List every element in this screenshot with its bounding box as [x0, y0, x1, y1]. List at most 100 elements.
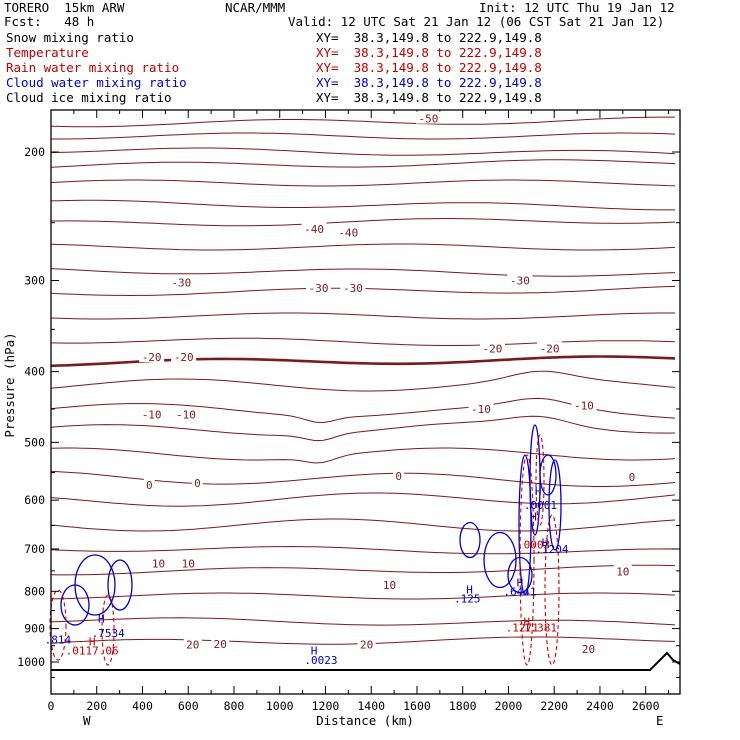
- x-tick-label: 2600: [632, 699, 660, 713]
- cloud-water-contour: [74, 554, 116, 616]
- x-tick-label: 1800: [449, 699, 477, 713]
- isotherm-label-bg: [179, 556, 198, 569]
- rain-water-contour: [519, 454, 535, 666]
- x-tick-label: 200: [86, 699, 107, 713]
- extremum-label: H: [89, 635, 96, 648]
- isotherm-label-bg: [479, 341, 505, 354]
- isotherm-line: [50, 470, 676, 487]
- y-tick-label: 300: [24, 273, 45, 287]
- isotherm-label-bg: [143, 477, 155, 490]
- isotherm-label-bg: [335, 225, 361, 238]
- isotherm-label: 20: [186, 639, 199, 652]
- isotherm-label-bg: [183, 637, 202, 650]
- x-tick-label: 1200: [312, 699, 340, 713]
- isotherm-line: [50, 312, 675, 320]
- extremum-label: H: [311, 645, 318, 658]
- x-tick-label: 2200: [540, 699, 568, 713]
- isotherm-label: -20: [142, 351, 162, 364]
- x-tick-label: 600: [178, 699, 199, 713]
- isotherm-label: -10: [176, 409, 196, 422]
- y-tick-label: 200: [24, 145, 45, 159]
- isotherm-label: -30: [309, 282, 329, 295]
- field-xy-temperature: XY= 38.3,149.8 to 222.9,149.8: [316, 45, 542, 60]
- cloud-water-contour: [60, 584, 90, 626]
- isotherm-label: 10: [152, 558, 165, 571]
- init-time: Init: 12 UTC Thu 19 Jan 12: [479, 0, 675, 15]
- isotherm-label: 0: [395, 470, 402, 483]
- isotherm-label: -30: [343, 282, 363, 295]
- isotherm-label: 0: [629, 471, 636, 484]
- isotherm-label: 0: [194, 477, 201, 490]
- isotherm-label: -20: [540, 343, 560, 356]
- org-label: NCAR/MMM: [225, 0, 286, 15]
- extremum-label: .125: [454, 592, 481, 605]
- isotherm-label: 20: [214, 638, 227, 651]
- isotherm-line: [50, 415, 676, 442]
- y-tick-label: 400: [24, 365, 45, 379]
- isotherm-label-bg: [301, 221, 327, 234]
- isotherm-line: [50, 592, 676, 600]
- extremum-label: .0117.06: [66, 645, 119, 658]
- y-axis-label: Pressure (hPa): [2, 332, 17, 437]
- isotherm-line: [50, 116, 675, 128]
- isotherm-label-bg: [393, 468, 405, 481]
- extremum-label: H: [466, 583, 473, 596]
- extremum-label: .814: [45, 634, 72, 647]
- field-name-rain: Rain water mixing ratio: [6, 60, 180, 75]
- isotherm-line: [50, 492, 676, 507]
- cloud-water-contour: [483, 531, 517, 589]
- isotherm-label-bg: [613, 564, 632, 577]
- isotherm-label: 10: [383, 579, 396, 592]
- isotherm-label: -10: [471, 403, 491, 416]
- x-tick-label: 2000: [495, 699, 523, 713]
- extremum-label: .1271: [506, 622, 539, 635]
- extremum-label: H: [98, 613, 105, 626]
- isotherm-label: 20: [582, 643, 595, 656]
- isotherm-label: -40: [338, 227, 358, 240]
- extremum-label: .0023: [304, 654, 337, 667]
- isotherm-line: [50, 199, 675, 211]
- isotherm-label-bg: [173, 407, 199, 420]
- extremum-label: H: [530, 511, 537, 524]
- isotherm-line: [50, 179, 676, 187]
- isotherm-label-bg: [211, 637, 230, 650]
- isotherm-label-bg: [579, 642, 598, 655]
- field-name-temperature: Temperature: [6, 45, 89, 60]
- y-tick-label: 500: [24, 435, 45, 449]
- extremum-label: .0003: [517, 538, 550, 551]
- cloud-water-contour: [539, 454, 557, 496]
- cloud-water-contour: [548, 459, 562, 551]
- isotherm-label-bg: [380, 577, 399, 590]
- y-tick-label: 700: [24, 542, 45, 556]
- x-tick-label: 1000: [266, 699, 294, 713]
- isotherm-line: [50, 518, 676, 532]
- x-tick-label: 1400: [357, 699, 385, 713]
- isotherm-label-bg: [149, 556, 168, 569]
- isotherm-line: [51, 218, 676, 227]
- field-xy-snow: XY= 38.3,149.8 to 222.9,149.8: [316, 30, 542, 45]
- isotherm-label-bg: [415, 111, 441, 124]
- isotherm-line: [51, 132, 676, 140]
- isotherm-label-bg: [537, 341, 563, 354]
- isotherm-label: -50: [418, 113, 438, 126]
- isotherm-label: -20: [483, 343, 503, 356]
- isotherm-label: -10: [142, 409, 162, 422]
- y-tick-label: 800: [24, 584, 45, 598]
- isotherm-label-bg: [571, 398, 597, 411]
- isotherm-line: [50, 397, 676, 424]
- extremum-label: 1.381: [524, 622, 557, 635]
- cloud-water-contour: [107, 559, 133, 611]
- isotherm-label: 20: [360, 639, 373, 652]
- isotherm-label-bg: [139, 407, 165, 420]
- isotherm-label: 10: [616, 566, 629, 579]
- extremum-label: H: [535, 485, 542, 498]
- extremum-label: .0001: [524, 499, 557, 512]
- field-name-cloud-water: Cloud water mixing ratio: [6, 75, 187, 90]
- rain-water-contour: [535, 434, 545, 526]
- field-xy-cloud-water: XY= 38.3,149.8 to 222.9,149.8: [316, 75, 542, 90]
- rain-water-contour: [544, 514, 560, 666]
- extremum-label: H: [517, 576, 524, 589]
- isotherm-label-bg: [171, 350, 197, 363]
- isotherm-label: 0: [146, 479, 153, 492]
